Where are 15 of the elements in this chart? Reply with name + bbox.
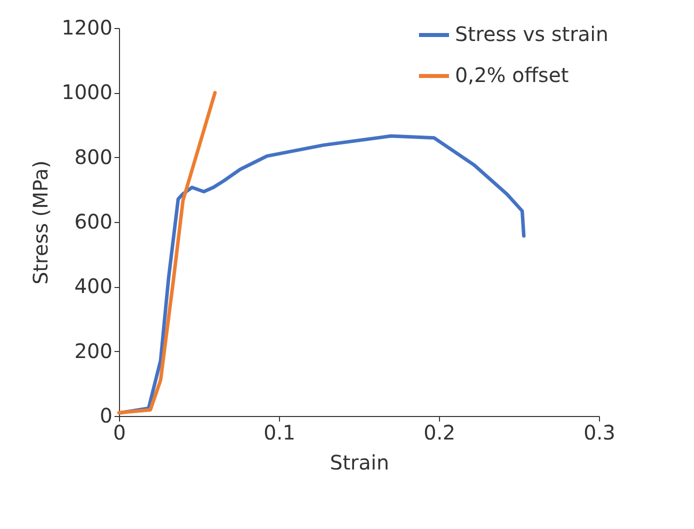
legend-label: Stress vs strain xyxy=(455,22,608,46)
y-tick-label: 0 xyxy=(100,404,112,428)
y-tick-label: 600 xyxy=(74,210,112,234)
y-tick-label: 200 xyxy=(74,338,112,363)
y-tick-label: 1000 xyxy=(62,80,112,104)
y-tick-label: 1200 xyxy=(62,16,112,40)
y-tick-label: 800 xyxy=(74,144,112,169)
x-axis-title: Strain xyxy=(330,450,390,474)
legend-label: 0,2% offset xyxy=(455,63,569,87)
y-tick-label: 400 xyxy=(74,274,112,298)
y-axis-title: Stress (MPa) xyxy=(28,160,53,285)
x-tick-label: 0.1 xyxy=(264,420,296,444)
line-series xyxy=(117,90,217,415)
x-tick-label: 0.3 xyxy=(584,420,616,444)
x-tick-label: 0.2 xyxy=(424,420,456,444)
